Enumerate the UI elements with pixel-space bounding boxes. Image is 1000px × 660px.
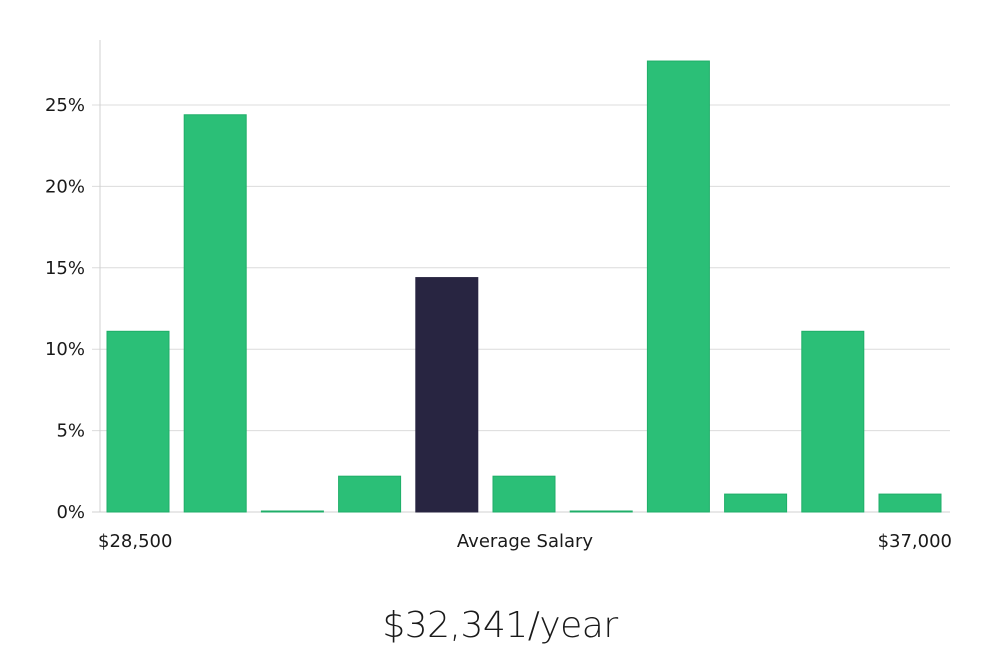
- bar: [569, 510, 633, 513]
- y-tick-label: 25%: [45, 95, 85, 116]
- bar: [646, 60, 710, 513]
- bar: [260, 510, 324, 513]
- y-tick-label: 5%: [56, 421, 85, 442]
- x-label-min: $28,500: [98, 531, 172, 552]
- bar: [338, 475, 402, 513]
- bar: [492, 475, 556, 513]
- y-tick-label: 10%: [45, 339, 85, 360]
- bar: [106, 330, 170, 513]
- x-label-max: $37,000: [878, 531, 952, 552]
- bars: [106, 60, 942, 513]
- y-tick-label: 20%: [45, 176, 85, 197]
- salary-distribution-chart: 0% 5% 10% 15% 20% 25% $28,500 Average Salary …: [45, 40, 952, 552]
- bar: [183, 114, 247, 513]
- y-tick-label: 0%: [56, 502, 85, 523]
- bar: [724, 493, 788, 513]
- bar-highlighted: [415, 277, 479, 513]
- bar: [801, 330, 865, 513]
- x-axis-labels: $28,500 Average Salary $37,000: [98, 531, 952, 552]
- average-salary-value: $32,341/year: [382, 605, 618, 646]
- x-label-center: Average Salary: [457, 531, 594, 552]
- y-tick-labels: 0% 5% 10% 15% 20% 25%: [45, 95, 85, 523]
- y-tick-label: 15%: [45, 258, 85, 279]
- bar: [878, 493, 942, 513]
